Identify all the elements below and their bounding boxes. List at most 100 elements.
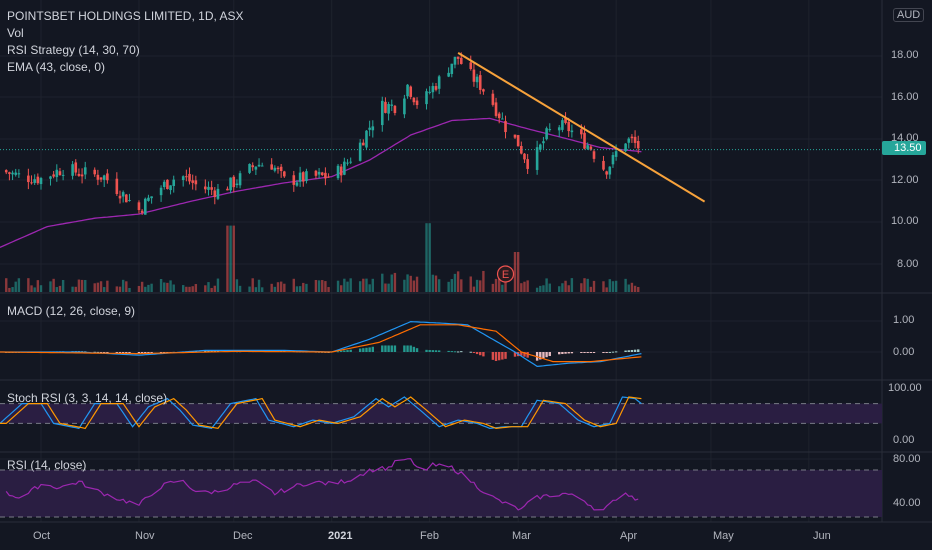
trendline[interactable]	[457, 52, 706, 203]
macd-histogram-bar	[96, 351, 100, 353]
volume-bar	[106, 280, 109, 292]
volume-bar	[128, 287, 131, 292]
macd-histogram-bar	[204, 350, 207, 352]
candle-body	[447, 72, 450, 77]
currency-badge[interactable]: AUD	[893, 8, 925, 22]
candle-body	[557, 127, 561, 131]
volume-bar	[172, 284, 175, 292]
candle-body	[188, 173, 191, 182]
macd-histogram-bar	[144, 352, 147, 354]
candle-body	[39, 178, 43, 185]
volume-bar	[362, 278, 365, 292]
macd-histogram-bar	[494, 352, 498, 361]
stoch-band	[0, 403, 882, 424]
macd-histogram-bar	[453, 351, 457, 353]
volume-bar	[14, 281, 17, 292]
candle-body	[393, 105, 397, 114]
price-tick: 16.00	[891, 91, 919, 103]
candle-body	[431, 86, 435, 93]
candle-body	[283, 171, 286, 177]
candle-body	[317, 171, 321, 175]
candle-body	[475, 76, 479, 83]
macd-histogram-bar	[349, 349, 352, 352]
candle-body	[181, 176, 185, 181]
macd-histogram-bar	[567, 352, 570, 354]
candle-body	[494, 102, 498, 116]
x-axis-label-may: May	[713, 530, 734, 542]
volume-bar	[637, 286, 640, 292]
candle-body	[602, 160, 605, 170]
macd-histogram-bar	[523, 352, 526, 357]
volume-bar	[494, 278, 498, 292]
volume-bar	[580, 283, 583, 292]
candle-body	[456, 56, 460, 59]
candle-body	[358, 142, 362, 161]
candle-body	[624, 143, 627, 152]
volume-bar	[182, 285, 185, 292]
rsi-title[interactable]: RSI (14, close)	[7, 458, 87, 472]
volume-bar	[479, 280, 482, 292]
candle-body	[343, 161, 346, 175]
volume-bar	[140, 281, 144, 292]
volume-bar	[343, 278, 346, 292]
x-axis-label-nov: Nov	[135, 530, 155, 542]
study-vol-label[interactable]: Vol	[7, 26, 24, 40]
volume-bar	[5, 278, 8, 292]
candle-body	[33, 179, 36, 183]
candle-body	[128, 200, 131, 202]
macd-title[interactable]: MACD (12, 26, close, 9)	[7, 304, 136, 318]
stoch-rsi-title[interactable]: Stoch RSI (3, 3, 14, 14, close)	[7, 391, 168, 405]
candle-body	[298, 172, 302, 182]
candle-body	[251, 165, 255, 168]
macd-histogram-bar	[207, 350, 210, 352]
candle-body	[482, 89, 485, 92]
candle-body	[292, 175, 296, 185]
candle-body	[526, 159, 529, 169]
candle-body	[52, 174, 55, 177]
volume-bar	[77, 279, 81, 292]
price-tick: 12.00	[891, 174, 919, 186]
volume-bar	[74, 286, 77, 292]
study-ema-label[interactable]: EMA (43, close, 0)	[7, 60, 106, 74]
candle-body	[125, 194, 128, 203]
volume-bar	[428, 223, 431, 292]
candle-body	[336, 165, 340, 179]
volume-bar	[475, 279, 479, 292]
candle-body	[327, 176, 330, 178]
study-rsi-strategy-label[interactable]: RSI Strategy (14, 30, 70)	[7, 43, 140, 57]
macd-tick: 0.00	[893, 346, 915, 358]
candle-body	[497, 113, 501, 119]
volume-bar	[204, 285, 207, 292]
macd-histogram-bar	[447, 350, 450, 352]
candle-body	[567, 121, 571, 132]
volume-bar	[188, 286, 191, 292]
volume-bar	[61, 280, 65, 292]
volume-bar	[504, 275, 507, 292]
candle-body	[99, 177, 103, 180]
candle-body	[586, 145, 589, 149]
candle-body	[409, 86, 413, 97]
last-price-tag: 13.50	[882, 141, 926, 155]
candle-body	[320, 172, 324, 176]
volume-bar	[17, 278, 21, 292]
volume-bar	[608, 279, 611, 292]
candle-body	[545, 128, 548, 140]
volume-bar	[450, 279, 453, 292]
macd-histogram-bar	[387, 345, 390, 352]
earnings-marker[interactable]	[496, 265, 515, 283]
macd-histogram-bar	[479, 352, 482, 356]
candle-body	[11, 172, 14, 175]
candle-body	[491, 93, 495, 105]
volume-bar	[365, 278, 368, 292]
candle-body	[384, 101, 387, 113]
candle-body	[71, 164, 74, 176]
volume-bar	[30, 285, 33, 292]
macd-histogram-bar	[346, 350, 349, 352]
rsi-tick: 40.00	[893, 497, 921, 509]
volume-bar	[614, 280, 618, 292]
volume-bar	[144, 286, 147, 292]
volume-bar	[583, 278, 586, 292]
candle-body	[412, 97, 416, 103]
candle-body	[636, 141, 640, 149]
